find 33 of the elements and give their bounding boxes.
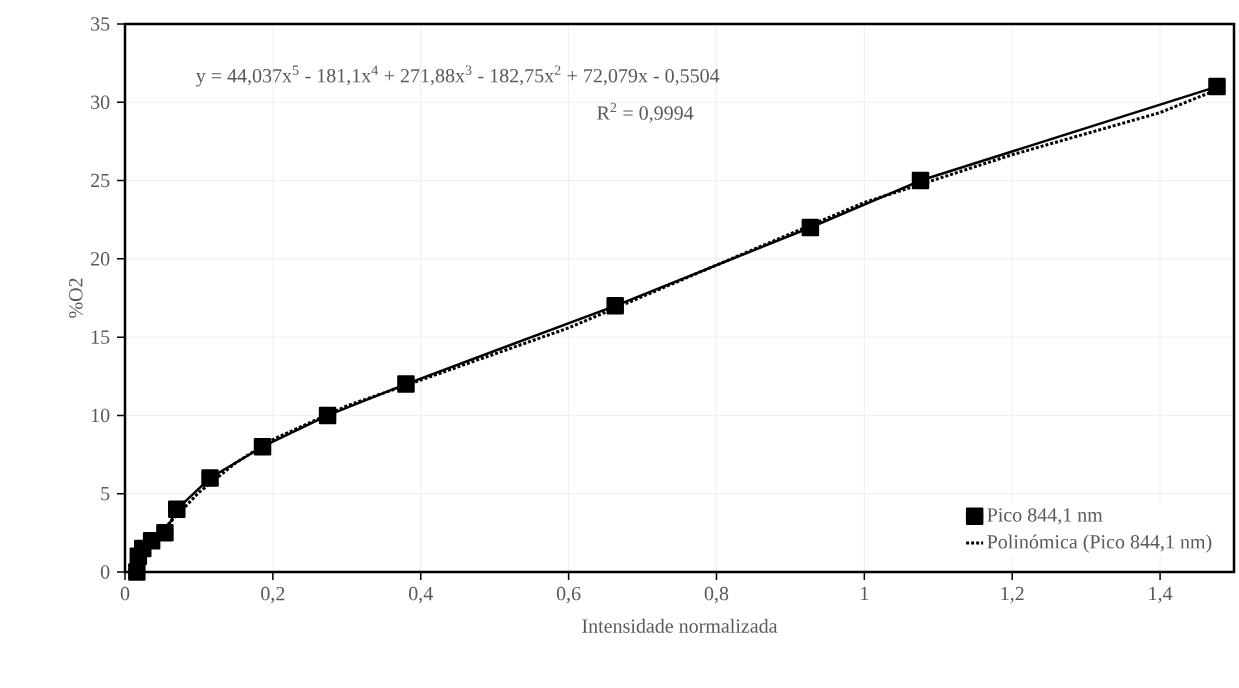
point <box>606 297 624 315</box>
x-axis-title: Intensidade normalizada <box>582 618 778 633</box>
y-axis-title: %O2 <box>69 278 83 318</box>
y-tick-label: 20 <box>91 252 110 266</box>
annotation: R$^{2}$ = 0,9994 <box>597 102 694 123</box>
legend-label: Polinómica (Pico 844,1 nm) <box>987 534 1212 553</box>
point <box>201 469 219 487</box>
y-tick-label: 10 <box>91 408 110 423</box>
y-tick-label: 15 <box>91 330 110 344</box>
y-tick-label: 30 <box>91 95 110 110</box>
legend-label: Pico 844,1 nm <box>987 508 1103 525</box>
text: y = 44,037x$^{5}$ - 181,1x$^{4}$ + 271,88x$^{3}$ - 182,75x$^{2}$ + 72,079x - 0,5504 <box>196 65 720 87</box>
point <box>253 437 272 456</box>
x-tick-label: 0,2 <box>261 586 285 604</box>
y-tick-label: 0 <box>100 565 110 579</box>
point <box>318 406 337 425</box>
point <box>168 500 186 519</box>
point <box>156 524 174 542</box>
point <box>911 171 930 190</box>
y-tick-label: 5 <box>101 487 110 501</box>
x-tick-label: 1,2 <box>1001 586 1024 604</box>
point <box>1208 77 1226 96</box>
point <box>397 375 415 393</box>
y-tick-label: 25 <box>91 173 110 188</box>
x-tick-label: 0,4 <box>409 586 433 604</box>
x-tick-label: 0 <box>120 586 130 601</box>
x-tick-label: 1,4 <box>1149 586 1173 604</box>
x-tick-label: 0,8 <box>704 586 729 604</box>
x-tick-label: 0,6 <box>556 586 581 604</box>
x-tick-label: 1 <box>861 586 869 601</box>
y-tick-label: 35 <box>91 17 110 31</box>
point <box>128 563 146 581</box>
point <box>801 218 820 237</box>
